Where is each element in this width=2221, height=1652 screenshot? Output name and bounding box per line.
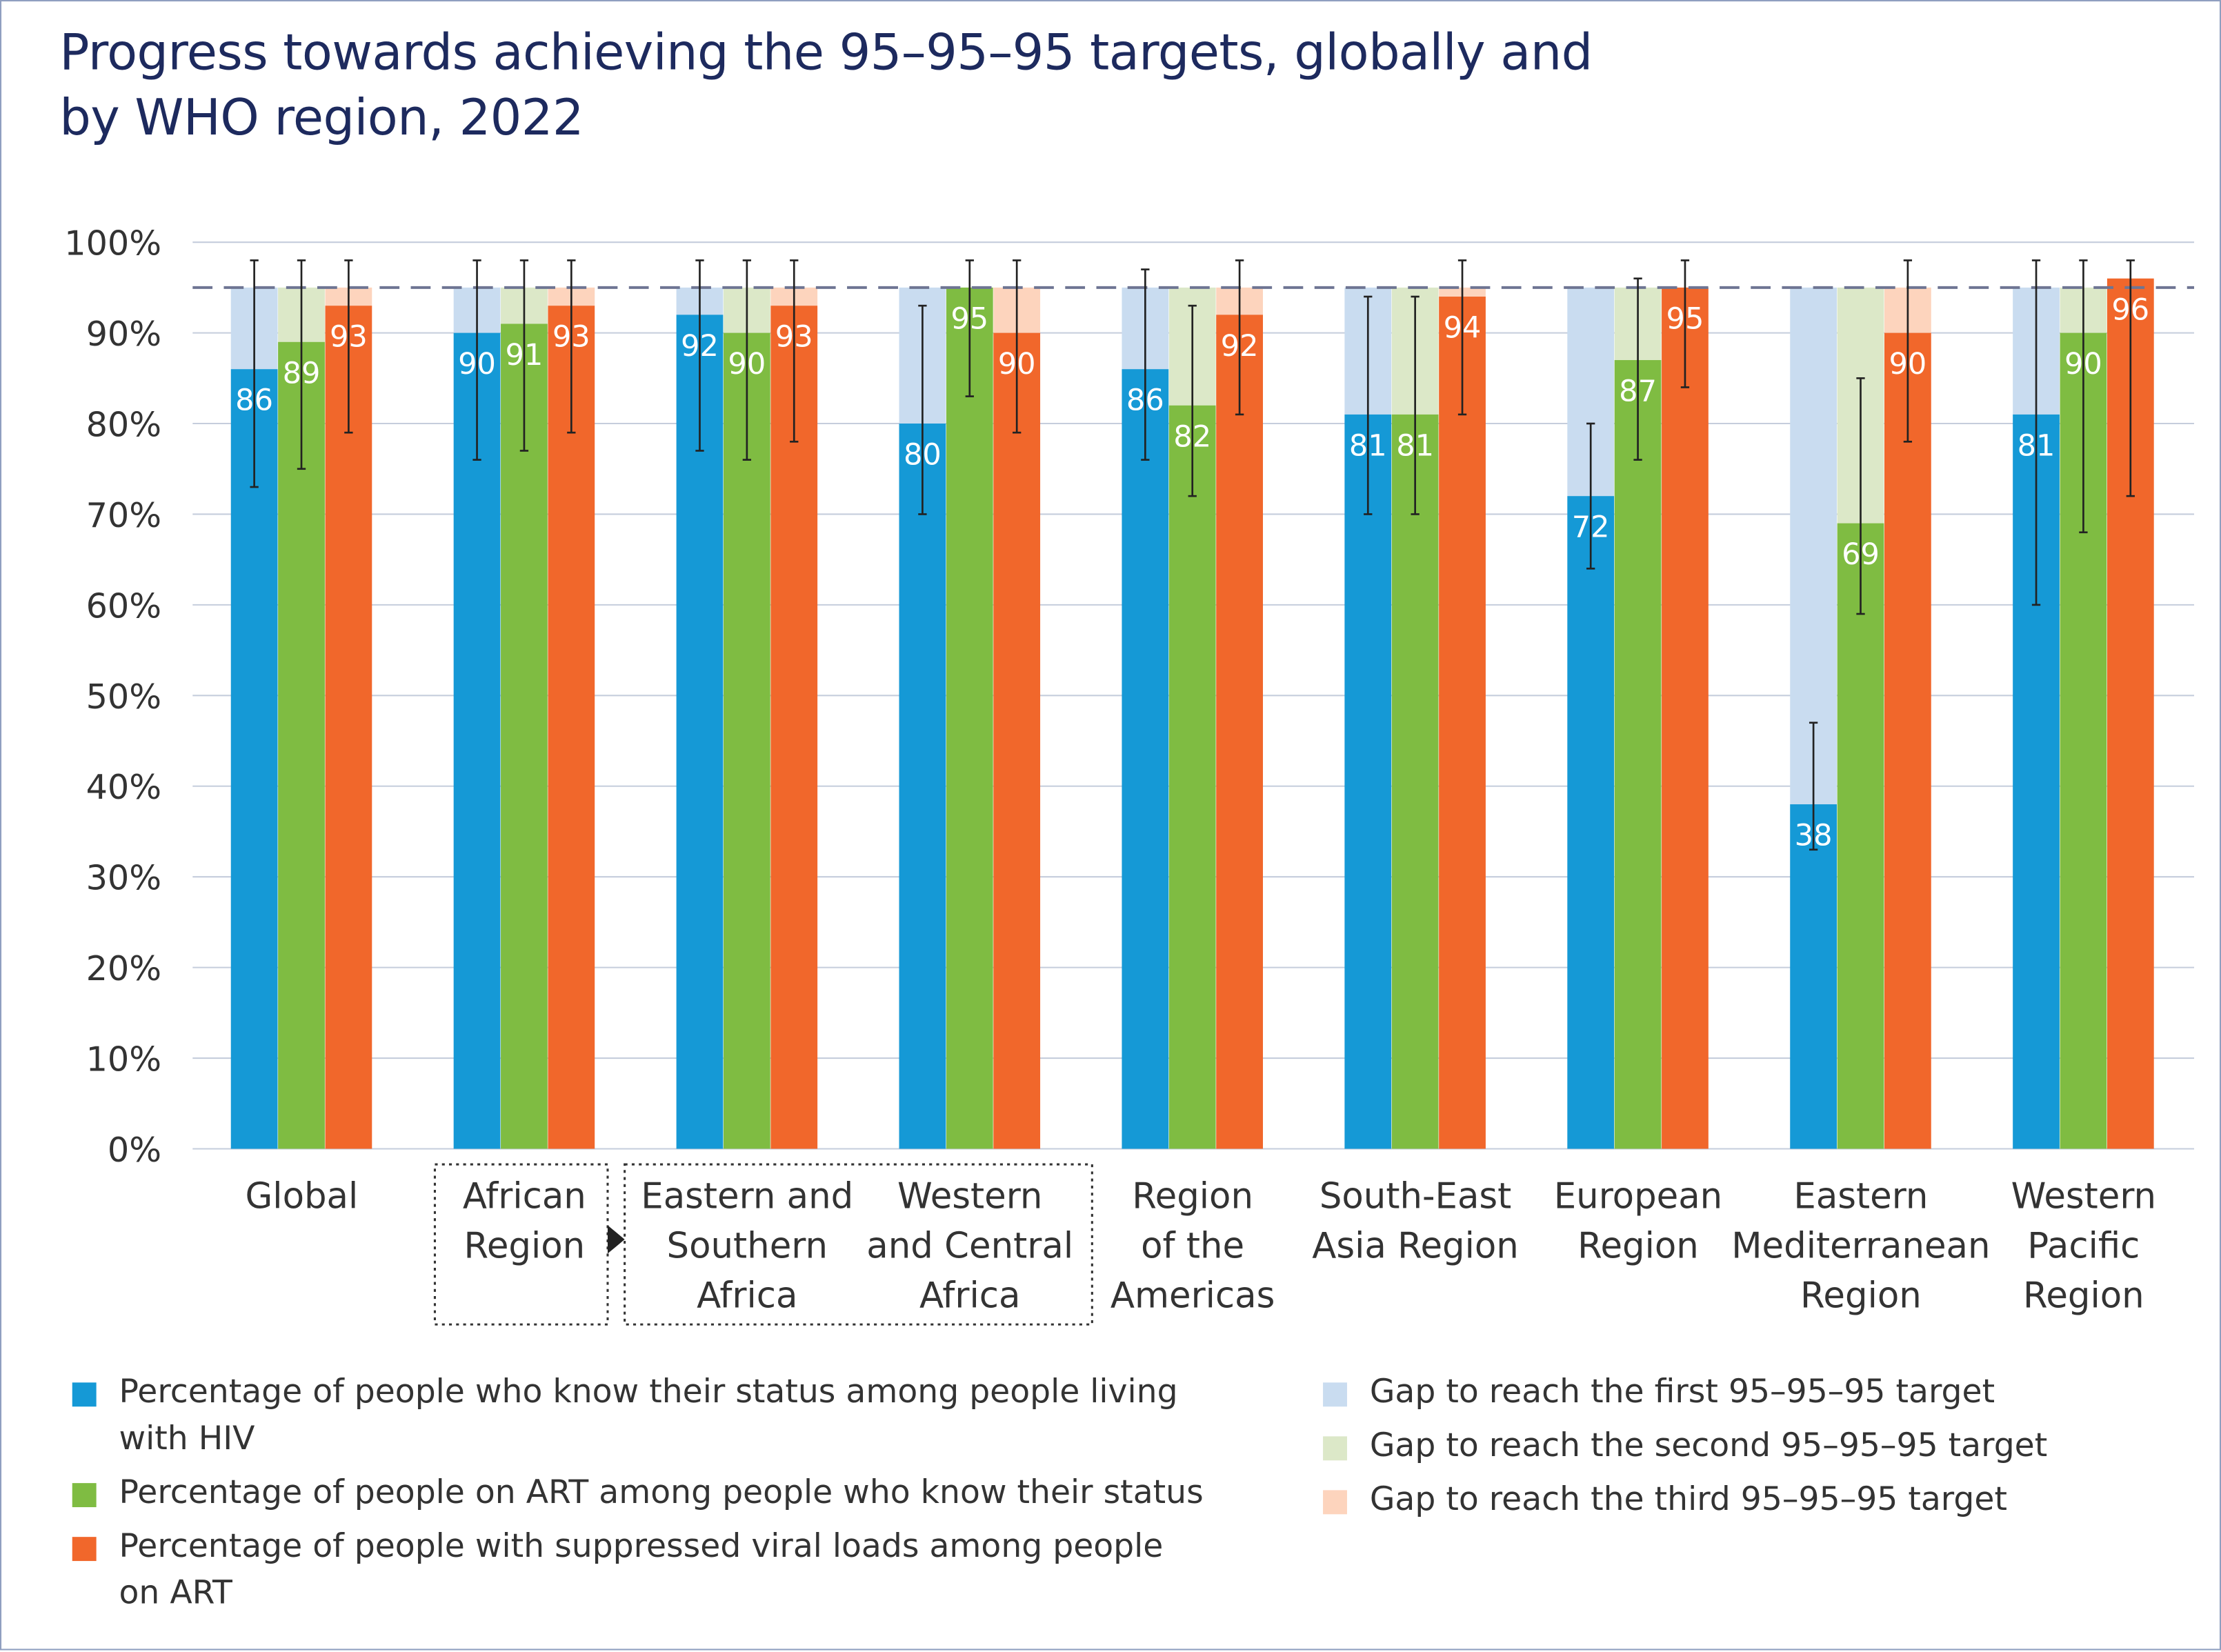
legend-swatch — [72, 1537, 97, 1562]
y-tick-label: 40% — [86, 767, 162, 807]
x-category-label: Western and Central Africa — [866, 1176, 1073, 1317]
bar — [1168, 405, 1216, 1149]
legend-item-suppressed: Percentage of people with suppressed vir… — [72, 1524, 1206, 1618]
bar — [1391, 414, 1439, 1149]
y-tick-label: 30% — [86, 858, 162, 898]
legend-label: Gap to reach the third 95–95–95 target — [1369, 1482, 2007, 1519]
bar — [1790, 804, 1837, 1149]
legend-swatch — [72, 1382, 97, 1407]
bar — [325, 306, 372, 1149]
bar — [723, 332, 770, 1149]
bar — [1122, 369, 1169, 1149]
y-tick-label: 100% — [64, 223, 161, 263]
bar — [230, 369, 278, 1149]
legend-item-on-art: Percentage of people on ART among people… — [72, 1471, 1206, 1517]
bar — [1662, 287, 1709, 1149]
bar — [1884, 332, 1931, 1149]
legend-label: Gap to reach the first 95–95–95 target — [1369, 1373, 1995, 1411]
legend-right: Gap to reach the first 95–95–95 target G… — [1323, 1370, 2173, 1531]
bar — [1344, 414, 1392, 1149]
bar — [278, 341, 325, 1149]
chart-title: Progress towards achieving the 95–95–95 … — [59, 25, 1593, 148]
bar — [1567, 496, 1615, 1149]
legend-swatch — [1323, 1490, 1347, 1515]
legend-item-know-status: Percentage of people who know their stat… — [72, 1370, 1206, 1464]
bar — [1614, 360, 1662, 1149]
gap-bar — [1790, 287, 1837, 805]
legend-item-gap-second: Gap to reach the second 95–95–95 target — [1323, 1424, 2173, 1471]
x-category-label: African Region — [463, 1176, 586, 1267]
legend-label: Percentage of people on ART among people… — [119, 1474, 1204, 1512]
y-tick-label: 0% — [108, 1130, 161, 1170]
bar — [453, 332, 501, 1149]
y-tick-label: 60% — [86, 586, 162, 626]
x-category-label: European Region — [1554, 1176, 1723, 1267]
y-tick-label: 20% — [86, 948, 162, 988]
arrow-right-icon — [607, 1225, 625, 1254]
bar — [1837, 523, 1884, 1149]
bar — [1439, 297, 1486, 1149]
x-category-label: South-East Asia Region — [1312, 1176, 1519, 1267]
bar — [770, 306, 818, 1149]
legend-item-gap-third: Gap to reach the third 95–95–95 target — [1323, 1477, 2173, 1524]
y-tick-label: 90% — [86, 314, 162, 354]
legend-swatch — [72, 1483, 97, 1508]
bar — [676, 315, 724, 1149]
subregions-box — [624, 1163, 1093, 1326]
y-tick-label: 50% — [86, 677, 162, 717]
x-category-label: Eastern and Southern Africa — [641, 1176, 853, 1317]
legend-swatch — [1323, 1382, 1347, 1407]
bar — [548, 306, 595, 1149]
legend-item-gap-first: Gap to reach the first 95–95–95 target — [1323, 1370, 2173, 1417]
x-category-label: Western Pacific Region — [2011, 1176, 2157, 1317]
y-tick-label: 80% — [86, 405, 162, 445]
legend-label: Percentage of people with suppressed vir… — [119, 1528, 1164, 1612]
legend-left: Percentage of people who know their stat… — [72, 1370, 1206, 1625]
y-tick-label: 70% — [86, 495, 162, 535]
bar — [946, 287, 993, 1149]
x-category-label: Region of the Americas — [1110, 1176, 1275, 1317]
x-category-label: Eastern Mediterranean Region — [1731, 1176, 1990, 1317]
bar — [501, 324, 548, 1149]
x-category-label: Global — [246, 1176, 359, 1217]
bar — [899, 424, 946, 1149]
legend-label: Percentage of people who know their stat… — [119, 1373, 1178, 1458]
bar — [993, 332, 1041, 1149]
legend-label: Gap to reach the second 95–95–95 target — [1369, 1428, 2048, 1465]
y-tick-label: 10% — [86, 1039, 162, 1079]
legend-swatch — [1323, 1436, 1347, 1461]
african-region-box — [433, 1163, 609, 1326]
bar — [1216, 315, 1263, 1149]
